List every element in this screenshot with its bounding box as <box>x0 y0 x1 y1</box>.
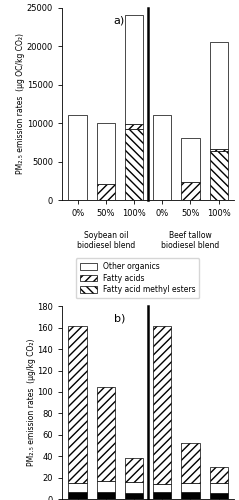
Bar <box>210 42 228 150</box>
Bar <box>97 386 115 481</box>
Bar <box>181 182 200 200</box>
Bar <box>181 444 200 483</box>
Bar <box>69 116 87 200</box>
Bar <box>210 150 228 151</box>
Bar <box>181 492 200 499</box>
Bar <box>210 492 228 499</box>
Y-axis label: PM₂.₅ emission rates  (μg/kg CO₂): PM₂.₅ emission rates (μg/kg CO₂) <box>27 339 36 466</box>
Text: a): a) <box>114 15 125 25</box>
Bar <box>125 124 143 128</box>
Bar <box>69 326 87 483</box>
Bar <box>97 481 115 492</box>
Bar <box>69 483 87 492</box>
Y-axis label: PM₂.₅ emission rates  (μg OC/kg CO₂): PM₂.₅ emission rates (μg OC/kg CO₂) <box>16 34 26 174</box>
Text: Beef tallow
biodiesel blend: Beef tallow biodiesel blend <box>161 231 220 250</box>
Legend: Other organics, Fatty acids, Fatty acid methyl esters: Other organics, Fatty acids, Fatty acid … <box>76 258 199 298</box>
Bar <box>153 326 171 484</box>
Text: Soybean oil
biodiesel blend: Soybean oil biodiesel blend <box>77 231 135 250</box>
Bar <box>125 15 143 124</box>
Bar <box>125 492 143 499</box>
Bar <box>97 492 115 499</box>
Bar <box>125 458 143 482</box>
Bar <box>97 184 115 200</box>
Bar <box>125 128 143 200</box>
Bar <box>125 482 143 492</box>
Bar <box>210 467 228 483</box>
Bar <box>153 116 171 200</box>
Bar <box>69 492 87 499</box>
Bar <box>97 123 115 184</box>
Bar <box>210 151 228 200</box>
Bar <box>181 483 200 492</box>
Bar <box>181 138 200 182</box>
Text: b): b) <box>114 314 125 324</box>
Bar <box>153 492 171 499</box>
Bar <box>210 483 228 492</box>
Bar <box>153 484 171 492</box>
